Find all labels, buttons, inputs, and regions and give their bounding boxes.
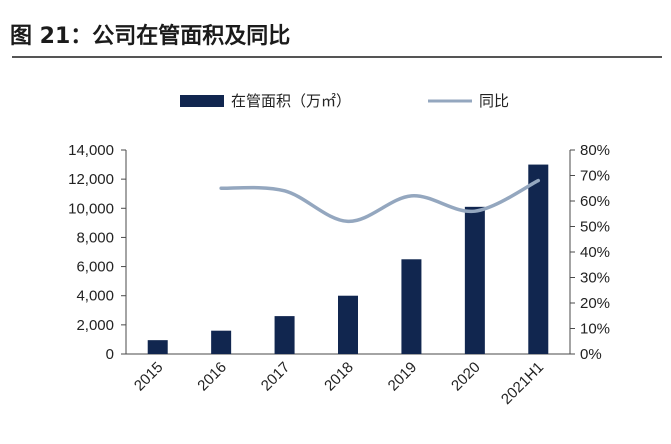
figure-header: 图 21：公司在管面积及同比 <box>0 0 671 62</box>
y-right-tick-label: 30% <box>580 270 610 287</box>
y-left-tick-label: 14,000 <box>68 142 114 159</box>
bar-2019 <box>401 259 422 354</box>
y-left-tick-label: 12,000 <box>68 171 114 188</box>
x-tick-label-2017: 2017 <box>258 359 294 395</box>
bar-2018 <box>338 295 358 354</box>
bars <box>147 164 549 354</box>
x-tick-label-2015: 2015 <box>131 359 167 395</box>
title-underline <box>12 56 662 58</box>
y-right-tick-label: 40% <box>580 244 610 261</box>
axes: 0 2,000 4,000 6,000 8,000 10,000 12,000 14,000 0… <box>68 142 610 363</box>
yoy-line <box>219 178 541 224</box>
x-tick-label-2019: 2019 <box>385 359 421 395</box>
y-left-tick-label: 6,000 <box>76 259 114 276</box>
legend-bar-label: 在管面积（万㎡） <box>231 93 351 110</box>
y-left-tick-label: 8,000 <box>76 229 114 246</box>
yoy-line-path <box>219 178 541 224</box>
legend: 在管面积（万㎡） 同比 <box>180 93 509 110</box>
x-tick-label-2018: 2018 <box>321 359 357 395</box>
y-left-tick-label: 4,000 <box>76 288 114 305</box>
x-tick-label-2020: 2020 <box>448 359 484 395</box>
y-left-tick-label: 0 <box>106 346 114 363</box>
legend-bar-swatch <box>180 95 224 107</box>
bar-2017 <box>274 316 295 354</box>
y-right-tick-label: 20% <box>580 295 610 312</box>
y-left-tick-label: 2,000 <box>76 317 114 334</box>
bar-2021H1 <box>528 164 549 354</box>
y-right-tick-label: 0% <box>580 346 602 363</box>
figure-title: 图 21：公司在管面积及同比 <box>10 24 291 49</box>
bar-2016 <box>211 330 232 354</box>
y-right-tick-label: 10% <box>580 321 610 338</box>
bar-2020 <box>464 206 485 354</box>
y-right-tick-label: 80% <box>580 142 610 159</box>
bar-2015 <box>147 340 168 354</box>
y-right-tick-label: 70% <box>580 168 610 185</box>
x-tick-label-2021H1: 2021H1 <box>498 359 547 408</box>
x-axis-labels: 2015 2016 2017 2018 2019 2020 2021H1 <box>131 359 547 408</box>
x-tick-label-2016: 2016 <box>194 359 230 395</box>
y-right-tick-label: 60% <box>580 193 610 210</box>
legend-line-label: 同比 <box>479 93 509 110</box>
y-right-tick-label: 50% <box>580 219 610 236</box>
y-left-tick-label: 10,000 <box>68 200 114 217</box>
